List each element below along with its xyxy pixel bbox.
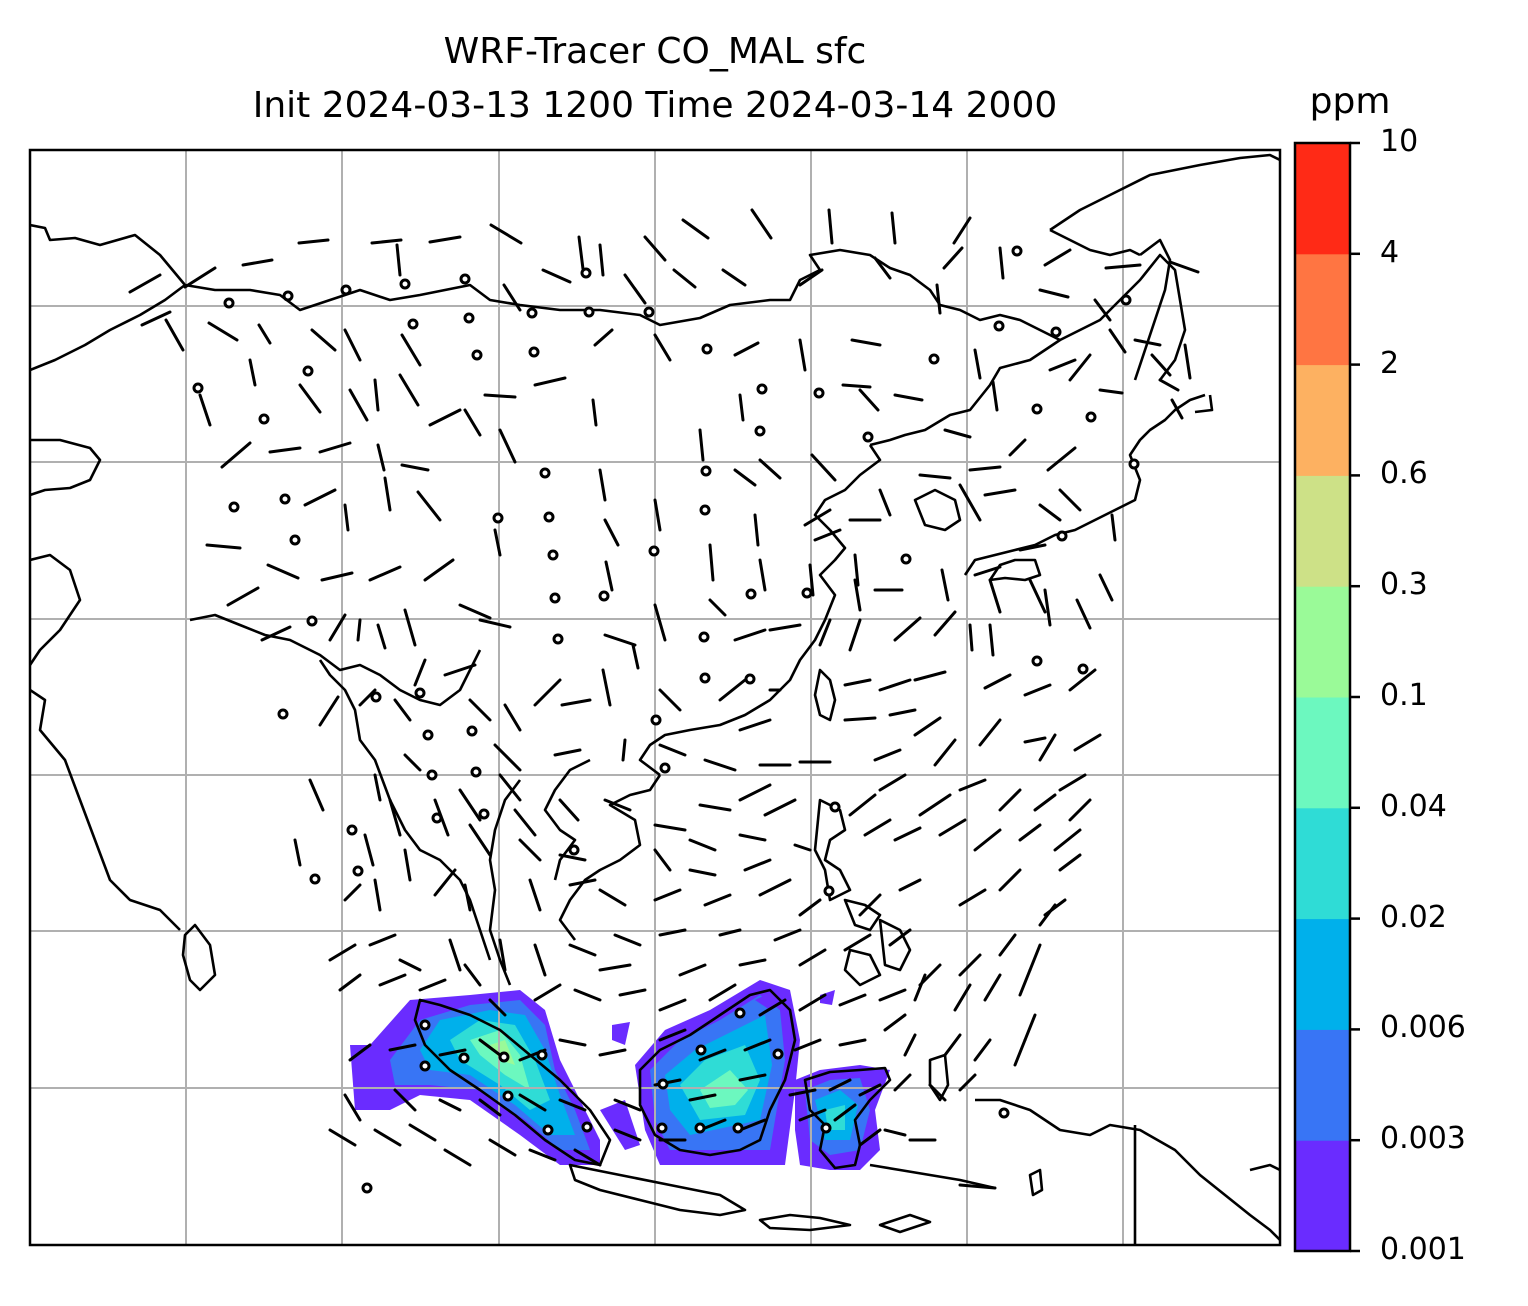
colorbar-swatch: [1295, 586, 1350, 698]
colorbar: [1293, 141, 1360, 1253]
calm-wind-circles: [192, 245, 1140, 1194]
colorbar-tick-label: 2: [1380, 345, 1400, 381]
colorbar-swatch: [1295, 475, 1350, 587]
colorbar-tick-label: 0.003: [1380, 1121, 1466, 1157]
colorbar-tick-label: 0.001: [1380, 1232, 1466, 1267]
colorbar-swatch: [1295, 918, 1350, 1030]
colorbar-swatch: [1295, 697, 1350, 809]
colorbar-tick-label: 0.1: [1380, 678, 1428, 713]
colorbar-units: ppm: [1309, 81, 1391, 122]
colorbar-swatch: [1295, 253, 1350, 366]
colorbar-swatch: [1295, 364, 1350, 476]
lat-lon-gridlines: [30, 150, 1280, 1245]
colorbar-tick-label: 0.006: [1380, 1010, 1466, 1046]
map-title: WRF-Tracer CO_MAL sfc: [443, 31, 867, 72]
colorbar-swatch: [1295, 143, 1350, 255]
map-frame: [28, 148, 1282, 1247]
colorbar-tick-label: 0.04: [1380, 788, 1447, 824]
tracer-concentration-field: [350, 980, 890, 1170]
colorbar-tick-label: 10: [1380, 124, 1419, 159]
colorbar-tick-label: 4: [1380, 234, 1400, 270]
colorbar-tick-label: 0.3: [1380, 567, 1428, 603]
colorbar-swatch: [1295, 1140, 1350, 1252]
map-subtitle: Init 2024-03-13 1200 Time 2024-03-14 200…: [252, 85, 1058, 126]
wind-barbs: [128, 208, 1200, 1190]
colorbar-swatch: [1295, 1029, 1350, 1141]
colorbar-tick-label: 0.02: [1380, 899, 1447, 935]
colorbar-tick-label: 0.6: [1380, 456, 1428, 492]
map-plot-area: [30, 150, 1280, 1245]
colorbar-swatch: [1295, 807, 1350, 920]
